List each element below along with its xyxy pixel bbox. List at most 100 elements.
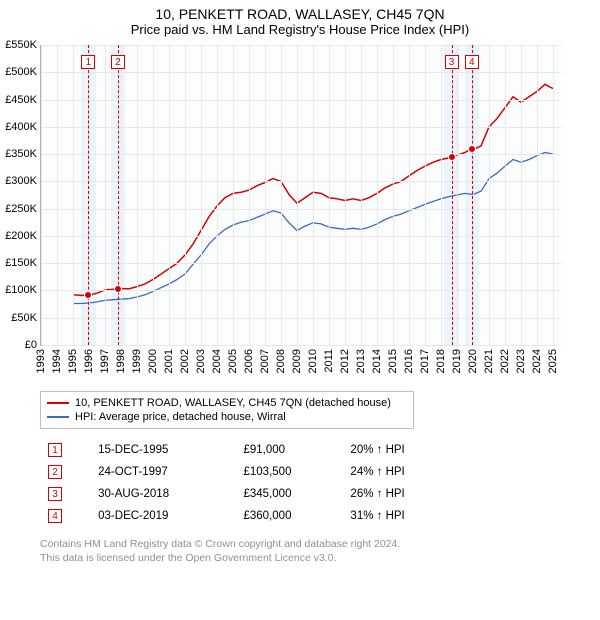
gridline-v xyxy=(297,45,298,345)
gridline-v xyxy=(233,45,234,345)
sales-table: 1 15-DEC-1995£91,00020% ↑ HPI224-OCT-1997… xyxy=(40,439,460,527)
x-axis-label: 1997 xyxy=(99,349,111,373)
y-axis-label: £300K xyxy=(5,175,37,187)
footer-line-2: This data is licensed under the Open Gov… xyxy=(40,551,584,565)
gridline-v xyxy=(377,45,378,345)
x-axis-label: 2015 xyxy=(387,349,399,373)
page-title: 10, PENKETT ROAD, WALLASEY, CH45 7QN xyxy=(0,0,600,22)
sales-row-date: 30-AUG-2018 xyxy=(90,483,235,505)
legend-box: 10, PENKETT ROAD, WALLASEY, CH45 7QN (de… xyxy=(40,391,414,429)
x-axis-label: 2004 xyxy=(211,349,223,373)
x-axis-label: 1996 xyxy=(83,349,95,373)
x-axis-label: 2021 xyxy=(483,349,495,373)
x-axis-label: 2006 xyxy=(243,349,255,373)
gridline-h xyxy=(41,100,561,101)
sales-row-date: 03-DEC-2019 xyxy=(90,505,235,527)
gridline-v xyxy=(57,45,58,345)
legend-swatch xyxy=(47,416,69,418)
x-axis-label: 2018 xyxy=(435,349,447,373)
sales-row-pct: 26% ↑ HPI xyxy=(342,483,460,505)
sale-marker-dot xyxy=(84,291,92,299)
y-axis-label: £350K xyxy=(5,148,37,160)
sales-row-flag: 4 xyxy=(48,509,62,523)
sales-row: 3 30-AUG-2018£345,00026% ↑ HPI xyxy=(40,483,460,505)
gridline-v xyxy=(265,45,266,345)
x-axis-label: 2007 xyxy=(259,349,271,373)
gridline-v xyxy=(345,45,346,345)
y-axis-label: £200K xyxy=(5,230,37,242)
gridline-v xyxy=(441,45,442,345)
sale-marker-dot xyxy=(448,153,456,161)
y-axis-label: £100K xyxy=(5,284,37,296)
legend-label: 10, PENKETT ROAD, WALLASEY, CH45 7QN (de… xyxy=(75,397,391,409)
gridline-v xyxy=(185,45,186,345)
gridline-v xyxy=(329,45,330,345)
sales-row-pct: 24% ↑ HPI xyxy=(342,461,460,483)
gridline-v xyxy=(105,45,106,345)
x-axis-label: 2022 xyxy=(499,349,511,373)
gridline-h xyxy=(41,45,561,46)
sales-row-pct: 31% ↑ HPI xyxy=(342,505,460,527)
gridline-h xyxy=(41,318,561,319)
chart-container: 10, PENKETT ROAD, WALLASEY, CH45 7QN Pri… xyxy=(0,0,600,620)
legend-label: HPI: Average price, detached house, Wirr… xyxy=(75,411,286,423)
x-axis-label: 2017 xyxy=(419,349,431,373)
sales-row-date: 24-OCT-1997 xyxy=(90,461,235,483)
y-axis-label: £400K xyxy=(5,121,37,133)
legend-row: HPI: Average price, detached house, Wirr… xyxy=(47,410,407,424)
x-axis-label: 2020 xyxy=(467,349,479,373)
sale-vline xyxy=(452,45,453,345)
y-axis-label: £50K xyxy=(11,312,37,324)
x-axis-label: 2001 xyxy=(163,349,175,373)
gridline-v xyxy=(41,45,42,345)
x-axis-label: 1993 xyxy=(35,349,47,373)
sales-row: 224-OCT-1997£103,50024% ↑ HPI xyxy=(40,461,460,483)
x-axis-label: 2009 xyxy=(291,349,303,373)
page-subtitle: Price paid vs. HM Land Registry's House … xyxy=(0,22,600,37)
x-axis-label: 1998 xyxy=(115,349,127,373)
gridline-v xyxy=(553,45,554,345)
gridline-v xyxy=(313,45,314,345)
gridline-v xyxy=(489,45,490,345)
gridline-h xyxy=(41,209,561,210)
gridline-v xyxy=(473,45,474,345)
gridline-v xyxy=(121,45,122,345)
sales-row-flag: 1 xyxy=(48,443,62,457)
sales-row-price: £91,000 xyxy=(236,439,343,461)
x-axis-label: 2008 xyxy=(275,349,287,373)
gridline-v xyxy=(137,45,138,345)
gridline-h xyxy=(41,72,561,73)
x-axis-label: 2023 xyxy=(515,349,527,373)
sale-marker-dot xyxy=(468,145,476,153)
sale-vline xyxy=(472,45,473,345)
sales-row-date: 15-DEC-1995 xyxy=(90,439,235,461)
y-axis-label: £550K xyxy=(5,39,37,51)
x-axis-label: 2024 xyxy=(531,349,543,373)
gridline-v xyxy=(505,45,506,345)
gridline-h xyxy=(41,236,561,237)
sales-row-flag: 3 xyxy=(48,487,62,501)
x-axis-label: 1994 xyxy=(51,349,63,373)
x-axis-label: 2011 xyxy=(323,349,335,373)
y-axis-label: £250K xyxy=(5,203,37,215)
gridline-v xyxy=(73,45,74,345)
footer-attribution: Contains HM Land Registry data © Crown c… xyxy=(40,537,584,565)
sale-marker-dot xyxy=(114,285,122,293)
x-axis-label: 2014 xyxy=(371,349,383,373)
gridline-v xyxy=(281,45,282,345)
sale-flag: 4 xyxy=(465,55,479,69)
sale-flag: 1 xyxy=(81,55,95,69)
x-axis-label: 2010 xyxy=(307,349,319,373)
x-axis-label: 1995 xyxy=(67,349,79,373)
x-axis-label: 2016 xyxy=(403,349,415,373)
legend-swatch xyxy=(47,402,69,404)
gridline-v xyxy=(393,45,394,345)
chart-lines-svg xyxy=(41,45,561,345)
sale-flag: 3 xyxy=(445,55,459,69)
x-axis-label: 2013 xyxy=(355,349,367,373)
gridline-h xyxy=(41,181,561,182)
sales-row-price: £103,500 xyxy=(236,461,343,483)
sales-row-pct: 20% ↑ HPI xyxy=(342,439,460,461)
sales-row: 403-DEC-2019£360,00031% ↑ HPI xyxy=(40,505,460,527)
sales-row-price: £345,000 xyxy=(236,483,343,505)
